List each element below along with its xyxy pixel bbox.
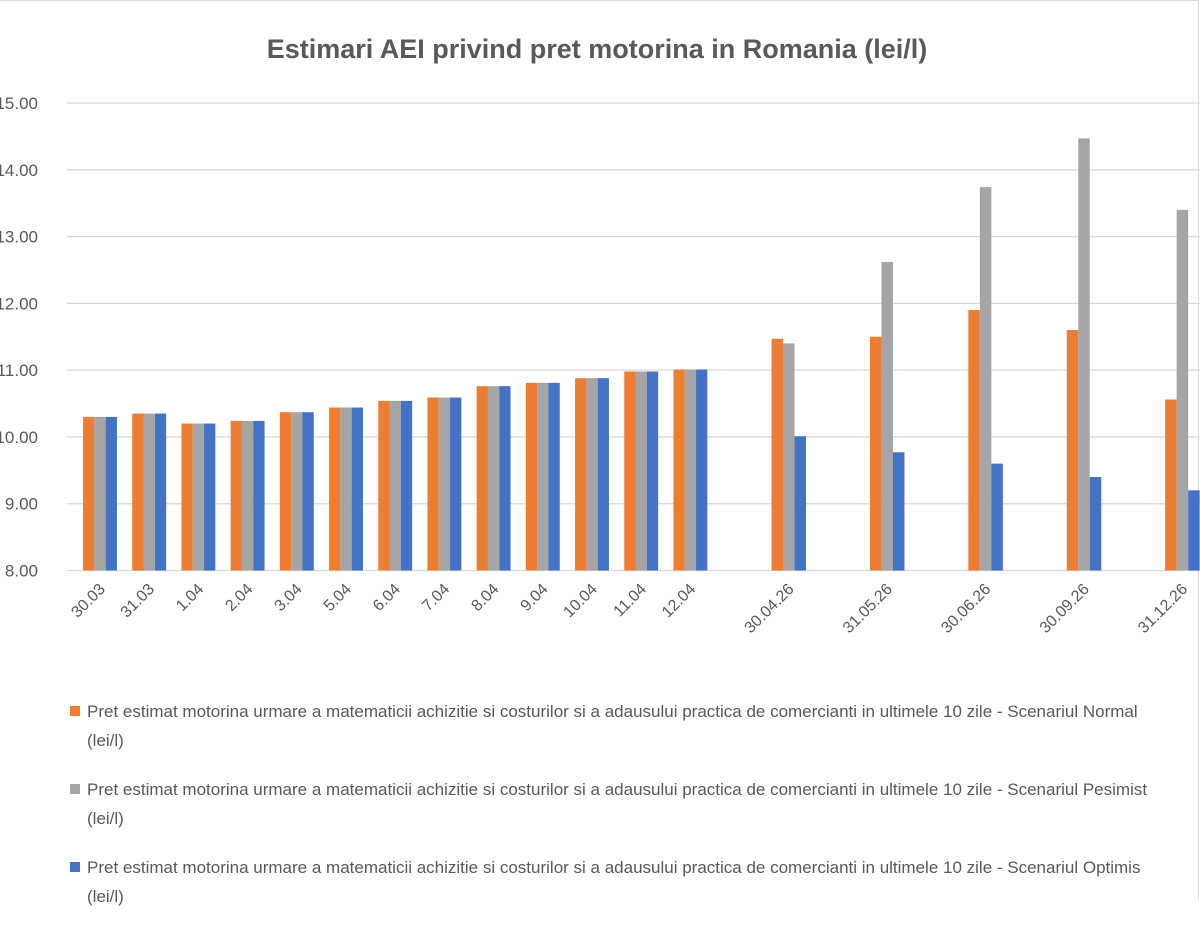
y-tick-label: 11.00 bbox=[0, 361, 38, 380]
legend-swatch-blue bbox=[70, 862, 80, 872]
legend: Pret estimat motorina urmare a matematic… bbox=[68, 697, 1178, 931]
bar-optimis bbox=[794, 436, 807, 571]
bar-pesimist bbox=[881, 261, 893, 571]
bar-normal bbox=[575, 378, 587, 571]
bar-optimis bbox=[253, 420, 265, 571]
bar-optimis bbox=[450, 397, 462, 571]
bar-pesimist bbox=[143, 413, 155, 571]
x-tick-label: 30.03 bbox=[68, 581, 108, 621]
bar-optimis bbox=[597, 378, 609, 571]
bar-pesimist bbox=[241, 420, 254, 571]
x-tick-label: 12.04 bbox=[659, 581, 699, 621]
bar-normal bbox=[427, 397, 439, 571]
bar-normal bbox=[132, 413, 144, 571]
bar-normal bbox=[771, 338, 784, 571]
x-tick-label: 30.09.26 bbox=[1037, 581, 1093, 637]
legend-swatch-gray bbox=[70, 784, 80, 794]
bar-normal bbox=[329, 407, 341, 571]
legend-item-normal: Pret estimat motorina urmare a matematic… bbox=[68, 697, 1178, 755]
bar-normal bbox=[476, 386, 488, 571]
bar-optimis bbox=[499, 386, 511, 571]
bar-optimis bbox=[1188, 490, 1200, 571]
bar-optimis bbox=[351, 407, 363, 571]
bar-chart: Estimari AEI privind pret motorina in Ro… bbox=[0, 34, 1200, 637]
bar-normal bbox=[181, 423, 193, 571]
chart-title: Estimari AEI privind pret motorina in Ro… bbox=[267, 34, 928, 64]
bar-pesimist bbox=[389, 400, 401, 571]
x-tick-label: 5.04 bbox=[321, 581, 355, 615]
bar-pesimist bbox=[192, 423, 205, 571]
x-tick-label: 7.04 bbox=[419, 581, 453, 615]
bar-optimis bbox=[991, 463, 1003, 571]
bar-normal bbox=[1165, 399, 1177, 571]
x-tick-label: 6.04 bbox=[370, 581, 404, 615]
bar-pesimist bbox=[94, 416, 106, 571]
x-tick-label: 31.12.26 bbox=[1135, 581, 1191, 637]
y-tick-label: 8.00 bbox=[5, 562, 38, 581]
chart-frame bbox=[0, 0, 1199, 899]
legend-item-pesimist: Pret estimat motorina urmare a matematic… bbox=[68, 775, 1178, 833]
bar-normal bbox=[673, 369, 685, 571]
bar-pesimist bbox=[635, 371, 647, 571]
bar-optimis bbox=[302, 412, 314, 571]
x-tick-label: 30.04.26 bbox=[742, 581, 798, 637]
x-tick-label: 31.03 bbox=[118, 581, 158, 621]
y-tick-label: 9.00 bbox=[5, 495, 38, 514]
bar-optimis bbox=[105, 416, 117, 571]
bar-pesimist bbox=[537, 382, 549, 571]
bar-pesimist bbox=[783, 343, 795, 571]
bar-pesimist bbox=[979, 187, 992, 571]
bar-normal bbox=[279, 412, 292, 571]
y-tick-label: 15.00 bbox=[0, 94, 38, 113]
bar-pesimist bbox=[438, 397, 451, 571]
bar-normal bbox=[230, 420, 242, 571]
legend-label: Pret estimat motorina urmare a matematic… bbox=[87, 702, 1138, 750]
x-tick-label: 11.04 bbox=[611, 581, 651, 621]
bar-pesimist bbox=[1176, 209, 1189, 571]
y-axis-ticks: 8.00 9.00 10.00 11.00 12.00 13.00 14.00 15.00 bbox=[0, 94, 38, 581]
bar-pesimist bbox=[487, 386, 500, 571]
bar-normal bbox=[83, 416, 95, 571]
y-tick-label: 10.00 bbox=[0, 428, 38, 447]
x-tick-label: 2.04 bbox=[222, 581, 256, 615]
bar-optimis bbox=[548, 382, 560, 571]
legend-swatch-orange bbox=[70, 706, 80, 716]
bar-optimis bbox=[204, 423, 216, 571]
bar-optimis bbox=[1089, 477, 1102, 571]
bar-normal bbox=[525, 382, 538, 571]
bar-pesimist bbox=[684, 369, 697, 571]
x-tick-label: 1.04 bbox=[173, 581, 207, 615]
legend-item-optimis: Pret estimat motorina urmare a matematic… bbox=[68, 853, 1178, 911]
x-tick-label: 30.06.26 bbox=[938, 581, 994, 637]
bar-pesimist bbox=[1078, 138, 1090, 571]
bar-pesimist bbox=[586, 378, 598, 571]
x-axis-ticks: 30.03 31.03 1.04 2.04 3.04 5.04 6.04 7.04 8.04 9.… bbox=[68, 581, 1191, 637]
y-tick-label: 12.00 bbox=[0, 294, 38, 313]
bar-normal bbox=[869, 336, 882, 571]
bar-normal bbox=[624, 371, 636, 571]
bar-normal bbox=[1066, 330, 1079, 571]
bars bbox=[83, 138, 1200, 571]
x-tick-label: 9.04 bbox=[518, 581, 552, 615]
bar-optimis bbox=[154, 413, 167, 571]
bar-normal bbox=[968, 310, 980, 571]
bar-optimis bbox=[892, 452, 905, 571]
bar-optimis bbox=[646, 371, 659, 571]
bar-pesimist bbox=[291, 412, 303, 571]
y-tick-label: 14.00 bbox=[0, 161, 38, 180]
x-tick-label: 31.05.26 bbox=[840, 581, 896, 637]
bar-pesimist bbox=[340, 407, 352, 571]
x-tick-label: 8.04 bbox=[468, 581, 502, 615]
y-tick-label: 13.00 bbox=[0, 228, 38, 247]
legend-label: Pret estimat motorina urmare a matematic… bbox=[87, 780, 1148, 828]
x-tick-label: 10.04 bbox=[560, 581, 600, 621]
x-tick-label: 3.04 bbox=[272, 581, 306, 615]
bar-optimis bbox=[696, 369, 708, 571]
bar-optimis bbox=[400, 400, 413, 571]
bar-normal bbox=[378, 400, 390, 571]
legend-label: Pret estimat motorina urmare a matematic… bbox=[87, 858, 1141, 906]
